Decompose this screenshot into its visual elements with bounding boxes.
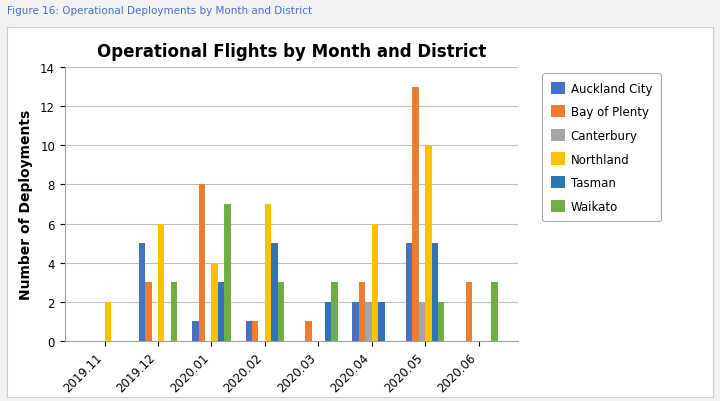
Bar [225,205,230,341]
Bar [353,302,359,341]
Bar [331,282,338,341]
Text: Figure 16: Operational Deployments by Month and District: Figure 16: Operational Deployments by Mo… [7,6,312,16]
Bar [145,282,152,341]
Bar [372,224,378,341]
Y-axis label: Number of Deployments: Number of Deployments [19,109,33,300]
Bar [139,243,145,341]
Bar [212,263,218,341]
Bar [378,302,384,341]
Bar [491,282,498,341]
Bar [171,282,177,341]
Bar [365,302,372,341]
Bar [246,321,252,341]
Bar [158,224,164,341]
Bar [325,302,331,341]
Title: Operational Flights by Month and District: Operational Flights by Month and Distric… [97,43,486,61]
Bar [265,205,271,341]
Bar [192,321,199,341]
Bar [438,302,444,341]
Bar [199,185,205,341]
Bar [425,146,431,341]
Bar [431,243,438,341]
Bar [419,302,425,341]
Bar [406,243,413,341]
Bar [359,282,365,341]
Legend: Auckland City, Bay of Plenty, Canterbury, Northland, Tasman, Waikato: Auckland City, Bay of Plenty, Canterbury… [542,74,660,221]
Bar [252,321,258,341]
Bar [466,282,472,341]
Bar [413,88,419,341]
Bar [278,282,284,341]
Bar [104,302,111,341]
Bar [305,321,312,341]
Bar [218,282,225,341]
Bar [271,243,278,341]
